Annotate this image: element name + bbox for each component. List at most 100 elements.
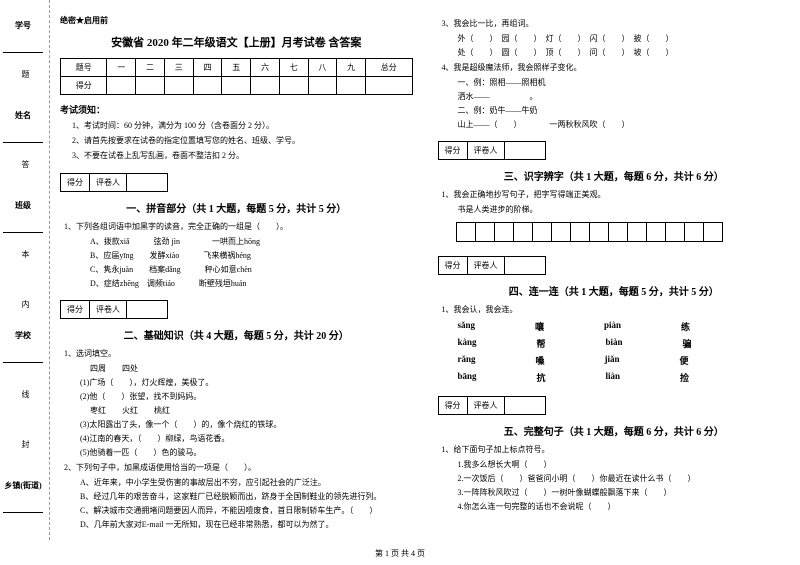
scorer-label: 得分 [439, 257, 468, 274]
match-item: bāng [458, 371, 477, 384]
grid-cell [494, 222, 514, 242]
sub-question: (1)广场（ ），灯火辉煌，美极了。 [80, 377, 413, 389]
writing-grid [456, 222, 791, 242]
match-item: piàn [604, 320, 621, 333]
grid-cell [665, 222, 685, 242]
grid-cell [570, 222, 590, 242]
bind-marker: 题 [20, 70, 31, 78]
th: 五 [222, 59, 251, 77]
td [308, 77, 337, 95]
sub-question: 3.一阵阵秋风吹过（ ）一树叶像蝴蝶般飘落下来（ ） [458, 487, 791, 499]
bind-marker: 线 [20, 390, 31, 398]
match-item: sǎng [458, 320, 476, 333]
bind-label: 姓名 [3, 110, 43, 121]
bind-marker: 本 [20, 250, 31, 258]
sub-question: A、近年来，中小学生受伤害的事故层出不穷，应引起社会的广泛注。 [80, 477, 413, 489]
match-item: 抗 [537, 371, 546, 384]
th: 二 [136, 59, 165, 77]
scorer-blank [505, 142, 545, 159]
sub-question: 书是人类进步的阶梯。 [458, 204, 791, 216]
section-title: 五、完整句子（共 1 大题，每题 6 分，共计 6 分） [438, 423, 791, 438]
sub-question: 洒水—— 。 [458, 91, 791, 103]
th: 六 [251, 59, 280, 77]
td [279, 77, 308, 95]
binding-strip: 学号 题 姓名 答 班级 本 内 学校 线 封 乡镇(街道) [0, 0, 50, 540]
scorer-label: 评卷人 [468, 257, 505, 274]
secret-label: 绝密★启用前 [60, 15, 413, 26]
sub-question: (5)他骑着一匹（ ）色的骏马。 [80, 447, 413, 459]
option: 枣红 火红 桃红 [90, 405, 413, 417]
bind-line [3, 33, 43, 53]
section-title: 二、基础知识（共 4 大题，每题 5 分，共计 20 分） [60, 327, 413, 342]
bind-field-name: 姓名 [3, 110, 43, 143]
match-item: 骗 [683, 337, 692, 350]
question: 1、选词填空。 [64, 348, 413, 360]
bind-field-id: 学号 [3, 20, 43, 53]
scorer-blank [127, 301, 167, 318]
notice-item: 1、考试时间：60 分钟，满分为 100 分（含卷面分 2 分）。 [72, 120, 413, 131]
scorer-label: 得分 [61, 301, 90, 318]
sub-question: 处（ ） 圆（ ） 顶（ ） 问（ ） 坡（ ） [458, 47, 791, 59]
bind-line [3, 213, 43, 233]
bind-label: 学号 [3, 20, 43, 31]
page-container: 学号 题 姓名 答 班级 本 内 学校 线 封 乡镇(街道) 绝密★启用前 安徽… [0, 0, 800, 540]
sub-question: 二、例：奶牛——牛奶 [458, 105, 791, 117]
exam-title: 安徽省 2020 年二年级语文【上册】月考试卷 含答案 [60, 34, 413, 50]
bind-marker: 答 [20, 160, 31, 168]
th: 题号 [61, 59, 107, 77]
match-row: kàng 帮 biàn 骗 [458, 337, 791, 350]
notice-heading: 考试须知： [60, 103, 413, 116]
th: 九 [337, 59, 366, 77]
match-row: bāng抗liàn捡 [458, 371, 791, 384]
grid-cell [627, 222, 647, 242]
grid-cell [684, 222, 704, 242]
question: 2、下列句子中，加黑成语使用恰当的一项是（ ）。 [64, 462, 413, 474]
sub-question: C、解决城市交通拥堵问题要因人而异，不能因噎废食，首日限制轿车生产。（ ） [80, 505, 413, 517]
td: 得分 [61, 77, 107, 95]
question: 3、我会比一比，再组词。 [442, 18, 791, 30]
sub-question: (4)江南的春天，（ ）柳绿，鸟语花香。 [80, 433, 413, 445]
scorer-box: 得分评卷人 [60, 173, 168, 192]
match-item: kàng [458, 337, 477, 350]
grid-cell [456, 222, 476, 242]
question: 1、下列各组词语中加黑字的读音，完全正确的一组是（ ）。 [64, 221, 413, 233]
td [164, 77, 193, 95]
notice-item: 2、请首先按要求在试卷的指定位置填写您的姓名、班级、学号。 [72, 135, 413, 146]
question: 1、给下面句子加上标点符号。 [442, 444, 791, 456]
content-area: 绝密★启用前 安徽省 2020 年二年级语文【上册】月考试卷 含答案 题号 一 … [50, 0, 800, 540]
grid-cell [646, 222, 666, 242]
match-item: 嚷 [535, 320, 544, 333]
option: D、症结zhēng 调频tiáo 断壁残垣huán [90, 278, 413, 290]
match-item: 嗓 [536, 354, 545, 367]
scorer-blank [127, 174, 167, 191]
scorer-box: 得分评卷人 [60, 300, 168, 319]
bind-marker: 封 [20, 440, 31, 448]
th: 三 [164, 59, 193, 77]
grid-cell [608, 222, 628, 242]
td [251, 77, 280, 95]
table-row: 得分 [61, 77, 413, 95]
sub-question: 一、例：照相——照相机 [458, 77, 791, 89]
bind-label: 班级 [3, 200, 43, 211]
th: 一 [107, 59, 136, 77]
td [193, 77, 222, 95]
section-title: 三、识字辨字（共 1 大题，每题 6 分，共计 6 分） [438, 168, 791, 183]
match-item: biàn [606, 337, 623, 350]
bind-line [3, 493, 43, 513]
score-table: 题号 一 二 三 四 五 六 七 八 九 总分 得分 [60, 58, 413, 95]
sub-question: 4.你怎么连一句完整的话也不会说呢（ ） [458, 501, 791, 513]
grid-cell [532, 222, 552, 242]
scorer-box: 得分评卷人 [438, 396, 546, 415]
sub-question: 1.我多么想长大啊（ ） [458, 459, 791, 471]
bind-marker: 内 [20, 300, 31, 308]
match-item: 帮 [537, 337, 546, 350]
scorer-blank [505, 257, 545, 274]
sub-question: D、几年前大家对E-mail 一无所知，现在已经非常熟悉，都可以为然了。 [80, 519, 413, 531]
td [107, 77, 136, 95]
sub-question: 外（ ） 园（ ） 灯（ ） 闪（ ） 披（ ） [458, 33, 791, 45]
grid-cell [589, 222, 609, 242]
match-row: sǎng嚷piàn练 [458, 320, 791, 333]
td [222, 77, 251, 95]
td [366, 77, 412, 95]
match-item: liàn [606, 371, 621, 384]
